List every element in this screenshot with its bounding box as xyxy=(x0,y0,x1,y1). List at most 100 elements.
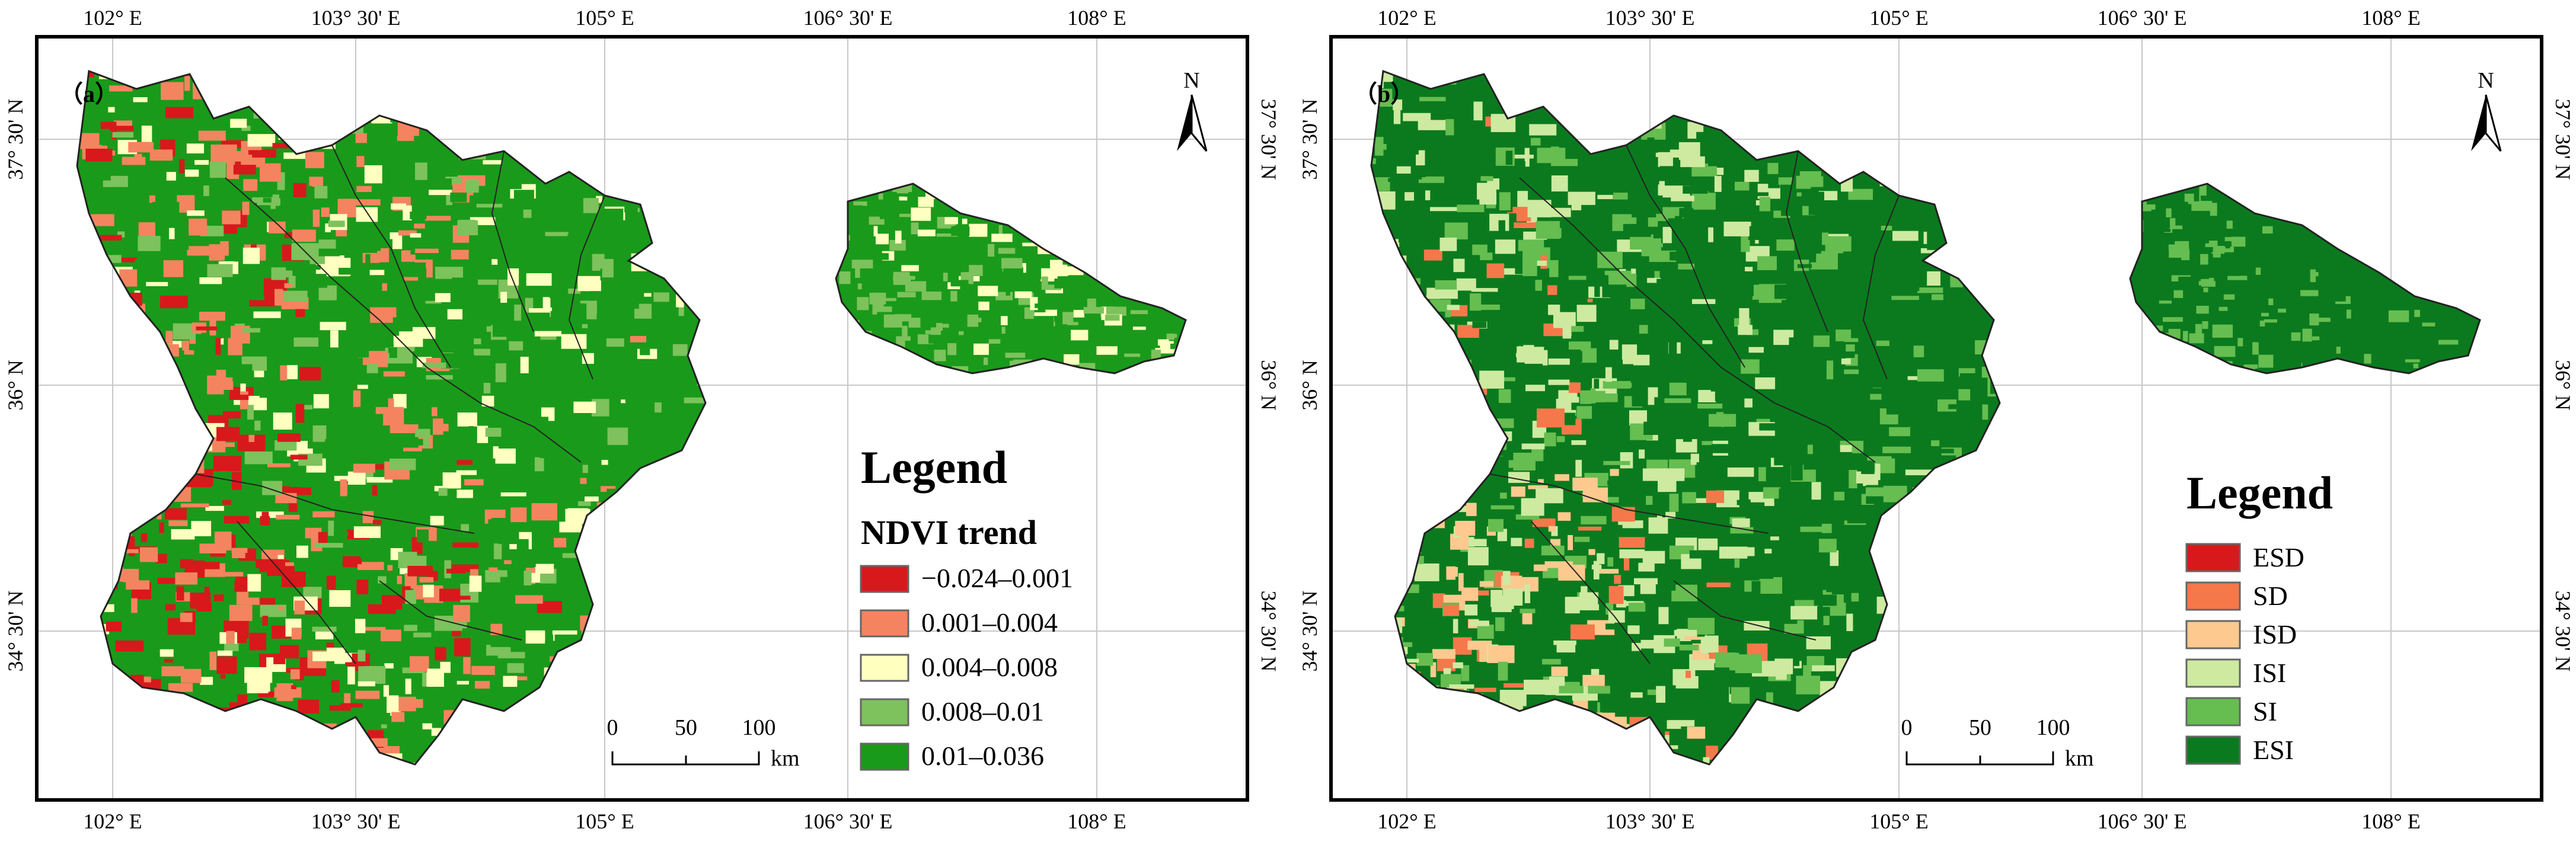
raster-cell xyxy=(672,324,700,331)
raster-cell xyxy=(1876,671,1900,678)
raster-cell xyxy=(560,105,571,118)
raster-cell xyxy=(2463,268,2473,281)
raster-cell xyxy=(1900,71,1908,81)
raster-cell xyxy=(635,694,650,700)
raster-cell xyxy=(1444,405,1461,418)
raster-cell xyxy=(2000,640,2027,646)
raster-cell xyxy=(1009,332,1023,338)
raster-cell xyxy=(708,632,730,649)
raster-cell xyxy=(1785,87,1810,103)
raster-cell xyxy=(2300,290,2319,296)
longitude-label: 105° E xyxy=(575,809,634,833)
raster-cell xyxy=(222,119,229,126)
raster-cell xyxy=(1719,546,1748,559)
raster-cell xyxy=(469,118,487,127)
raster-cell xyxy=(305,527,322,539)
raster-cell xyxy=(1931,294,1943,300)
raster-cell xyxy=(124,743,130,750)
raster-cell xyxy=(713,578,741,588)
raster-cell xyxy=(682,764,688,774)
raster-cell xyxy=(2150,349,2170,354)
raster-cell xyxy=(77,513,103,529)
raster-cell xyxy=(1764,549,1772,554)
raster-cell xyxy=(1640,639,1655,649)
raster-cell xyxy=(2315,370,2323,373)
raster-cell xyxy=(618,117,636,126)
raster-cell xyxy=(621,235,641,241)
raster-cell xyxy=(222,500,231,505)
raster-cell xyxy=(446,568,466,574)
raster-cell xyxy=(556,87,569,104)
raster-cell xyxy=(350,750,374,764)
raster-cell xyxy=(967,299,971,304)
raster-cell xyxy=(104,674,126,687)
raster-cell xyxy=(704,561,706,578)
raster-cell xyxy=(240,86,250,105)
raster-cell xyxy=(305,750,312,764)
raster-cell xyxy=(2159,300,2172,304)
raster-cell xyxy=(318,532,328,546)
raster-cell xyxy=(682,162,706,179)
scale-unit: km xyxy=(2065,746,2094,771)
raster-cell xyxy=(1759,423,1787,431)
raster-cell xyxy=(1128,248,1138,262)
raster-cell xyxy=(282,270,293,278)
raster-cell xyxy=(205,505,224,511)
raster-cell xyxy=(1797,97,1815,113)
raster-cell xyxy=(210,144,237,162)
raster-cell xyxy=(660,484,682,494)
raster-cell xyxy=(2393,360,2404,365)
raster-cell xyxy=(1879,167,1907,187)
raster-cell xyxy=(1916,693,1933,697)
raster-cell xyxy=(1448,420,1476,437)
raster-cell xyxy=(678,524,694,532)
raster-cell xyxy=(279,116,302,121)
raster-cell xyxy=(1785,96,1809,108)
raster-cell xyxy=(415,162,427,180)
raster-cell xyxy=(511,718,538,725)
raster-cell xyxy=(592,254,605,271)
raster-cell xyxy=(1637,752,1654,757)
raster-cell xyxy=(426,672,436,687)
raster-cell xyxy=(1801,72,1827,86)
raster-cell xyxy=(1735,271,1760,282)
raster-cell xyxy=(1548,767,1575,776)
raster-cell xyxy=(1825,751,1841,764)
raster-cell xyxy=(1821,293,1843,304)
raster-cell xyxy=(606,338,624,347)
raster-cell xyxy=(1413,468,1420,485)
raster-cell xyxy=(1480,218,1486,227)
raster-cell xyxy=(679,551,706,565)
raster-cell xyxy=(1953,229,1964,242)
raster-cell xyxy=(2166,208,2172,217)
raster-cell xyxy=(1919,303,1935,315)
raster-cell xyxy=(2268,298,2274,305)
raster-cell xyxy=(200,677,213,685)
raster-cell xyxy=(1466,502,1477,516)
raster-cell xyxy=(699,728,706,741)
raster-cell xyxy=(1435,280,1457,290)
raster-cell xyxy=(628,627,640,633)
raster-cell xyxy=(1569,726,1577,735)
raster-cell xyxy=(363,414,384,433)
raster-cell xyxy=(1674,629,1697,636)
raster-cell xyxy=(1706,582,1731,588)
raster-cell xyxy=(199,277,222,284)
raster-cell xyxy=(883,301,896,307)
raster-cell xyxy=(85,148,113,162)
raster-cell xyxy=(224,516,250,524)
raster-cell xyxy=(681,595,688,611)
raster-cell xyxy=(1440,674,1461,688)
raster-cell xyxy=(109,568,117,573)
raster-cell xyxy=(509,762,528,764)
raster-cell xyxy=(596,555,608,571)
raster-cell xyxy=(2159,229,2171,232)
raster-cell xyxy=(2409,185,2423,190)
raster-cell xyxy=(1182,247,1186,258)
raster-cell xyxy=(711,238,736,246)
raster-cell xyxy=(2353,217,2360,225)
raster-cell xyxy=(1394,315,1404,324)
raster-cell xyxy=(194,160,209,165)
raster-cell xyxy=(2000,69,2011,75)
raster-cell xyxy=(2212,324,2233,338)
